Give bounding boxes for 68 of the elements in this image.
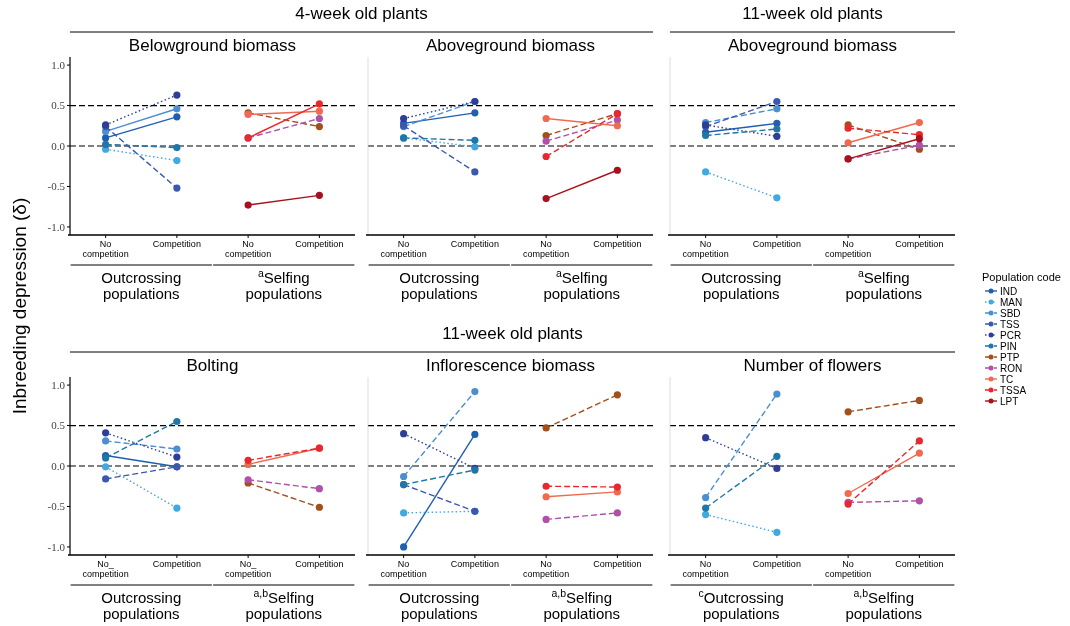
legend-label: PIN (1000, 340, 1017, 352)
x-tick-label: No competition (682, 559, 729, 579)
x-tick-label: No competition (825, 559, 872, 579)
legend-label: SBD (1000, 307, 1021, 319)
y-tick-label: -0.5 (47, 500, 66, 513)
chart-title: Aboveground biomass (425, 36, 596, 55)
y-tick-label: 1.0 (51, 378, 66, 391)
x-tick-label: Competition (895, 559, 944, 569)
y-tick-label: 1.0 (51, 58, 66, 71)
x-tick-label: No_ competition (82, 559, 129, 579)
chart-title: Belowground biomass (128, 36, 297, 55)
text: $^{a,b}$Selfing populations (245, 587, 323, 622)
y-tick-label: 0.5 (51, 419, 66, 432)
legend-label: LPT (1000, 395, 1019, 407)
x-tick-label: Competition (593, 239, 642, 249)
text: $^{a}$Selfing populations (245, 267, 323, 302)
y-tick-label: 0.5 (51, 99, 66, 112)
text: Outcrossing populations (399, 269, 480, 302)
text: $^{c}$Outcrossing populations (698, 587, 784, 622)
x-tick-label: Competition (152, 239, 201, 249)
y-tick-label: -1.0 (47, 220, 66, 233)
x-tick-label: No competition (380, 239, 427, 259)
x-tick-label: No competition (682, 239, 729, 259)
x-tick-label: Competition (593, 559, 642, 569)
legend-label: PCR (1000, 329, 1022, 341)
chart-title: Bolting (186, 356, 239, 375)
x-tick-label: No competition (380, 559, 427, 579)
y-tick-label: 0.0 (51, 459, 66, 472)
text: 11-week old plants (742, 4, 883, 23)
text: Outcrossing populations (101, 589, 182, 622)
x-tick-label: No competition (82, 239, 129, 259)
x-tick-label: No competition (523, 559, 570, 579)
x-tick-label: Competition (895, 239, 944, 249)
y-tick-label: 0.0 (51, 139, 66, 152)
legend-label: TSS (1000, 318, 1020, 330)
x-tick-label: Competition (152, 559, 201, 569)
legend-label: TC (1000, 373, 1014, 385)
text: 11-week old plants (442, 324, 583, 343)
x-tick-label: Competition (752, 559, 801, 569)
text: $^{a}$Selfing populations (543, 267, 621, 302)
text: Outcrossing populations (399, 589, 480, 622)
legend-label: IND (1000, 285, 1018, 297)
y-tick-label: -1.0 (47, 540, 66, 553)
text: $^{a}$Selfing populations (845, 267, 923, 302)
x-tick-label: Competition (450, 239, 499, 249)
text: $^{a,b}$Selfing populations (845, 587, 923, 622)
x-tick-label: No_ competition (225, 559, 272, 579)
legend-label: MAN (1000, 296, 1023, 308)
x-tick-label: Competition (295, 559, 344, 569)
text: Outcrossing populations (101, 269, 182, 302)
x-tick-label: Competition (450, 559, 499, 569)
chart-title: Inflorescence biomass (425, 356, 596, 375)
x-tick-label: No competition (523, 239, 570, 259)
chart-title: Aboveground biomass (727, 36, 898, 55)
x-tick-label: No competition (225, 239, 272, 259)
x-tick-label: Competition (752, 239, 801, 249)
legend-label: RON (1000, 362, 1023, 374)
text: $^{a,b}$Selfing populations (543, 587, 621, 622)
x-tick-label: No competition (825, 239, 872, 259)
y-axis-title: Inbreeding depression (δ) (9, 197, 30, 415)
legend-label: TSSA (1000, 384, 1027, 396)
legend-label: PTP (1000, 351, 1020, 363)
y-tick-label: -0.5 (47, 180, 66, 193)
chart-title: Number of flowers (743, 356, 882, 375)
legend-title: Population code (982, 271, 1061, 283)
x-tick-label: Competition (295, 239, 344, 249)
text: 4-week old plants (295, 4, 428, 23)
text: Outcrossing populations (701, 269, 782, 302)
